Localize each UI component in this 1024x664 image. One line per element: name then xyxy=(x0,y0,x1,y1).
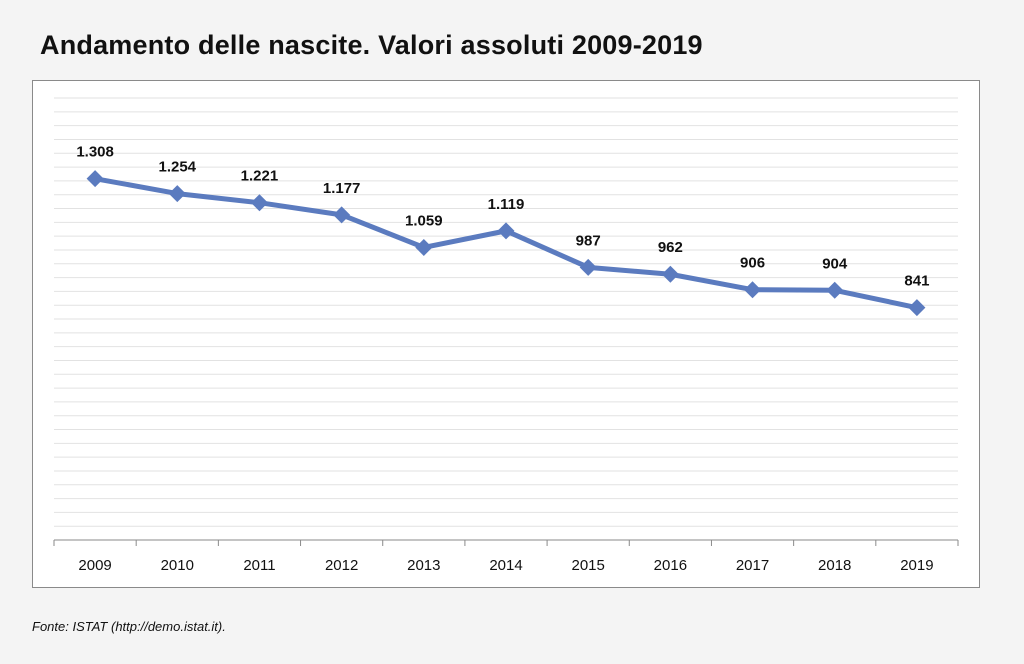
source-note: Fonte: ISTAT (http://demo.istat.it). xyxy=(32,619,226,634)
chart-frame: 1.308 1.254 1.221 1.177 1.059 1.119 987 962 906 9… xyxy=(32,80,980,588)
data-labels: 1.308 1.254 1.221 1.177 1.059 1.119 987 962 906 9… xyxy=(76,144,929,290)
x-tick-label-2009: 2009 xyxy=(78,557,111,574)
data-point-2014 xyxy=(497,222,515,240)
data-point-2017 xyxy=(744,281,762,299)
chart-title: Andamento delle nascite. Valori assoluti… xyxy=(40,30,703,60)
data-point-2011 xyxy=(250,194,268,212)
x-tick-label-2010: 2010 xyxy=(161,557,194,574)
data-label-2011: 1.221 xyxy=(241,168,279,185)
data-point-2012 xyxy=(333,206,351,224)
x-tick-label-2013: 2013 xyxy=(407,557,440,574)
x-tick-label-2017: 2017 xyxy=(736,557,769,574)
data-label-2016: 962 xyxy=(658,239,683,256)
x-tick-label-2011: 2011 xyxy=(243,557,275,574)
data-markers xyxy=(86,170,926,317)
data-point-2018 xyxy=(826,281,844,299)
data-label-2012: 1.177 xyxy=(323,180,361,197)
gridlines xyxy=(54,97,958,527)
x-tick-label-2016: 2016 xyxy=(654,557,687,574)
data-label-2014: 1.119 xyxy=(488,196,525,213)
data-label-2013: 1.059 xyxy=(405,212,443,229)
data-point-2016 xyxy=(661,265,679,283)
data-label-2017: 906 xyxy=(740,255,765,272)
data-label-2015: 987 xyxy=(576,232,601,249)
x-axis xyxy=(53,539,959,546)
data-point-2013 xyxy=(415,238,433,256)
data-label-2010: 1.254 xyxy=(158,159,196,176)
x-tick-labels: 2009 2010 2011 2012 2013 2014 2015 2016 2017 2018… xyxy=(78,557,933,574)
data-point-2015 xyxy=(579,258,597,276)
x-tick-label-2014: 2014 xyxy=(489,557,522,574)
data-label-2019: 841 xyxy=(904,273,929,290)
data-point-2019 xyxy=(908,299,926,317)
x-tick-label-2018: 2018 xyxy=(818,557,851,574)
data-point-2009 xyxy=(86,170,104,188)
data-label-2018: 904 xyxy=(822,255,848,272)
x-tick-label-2015: 2015 xyxy=(571,557,604,574)
data-label-2009: 1.308 xyxy=(76,144,114,161)
x-tick-label-2012: 2012 xyxy=(325,557,358,574)
line-chart: 1.308 1.254 1.221 1.177 1.059 1.119 987 962 906 9… xyxy=(53,97,959,574)
x-tick-label-2019: 2019 xyxy=(900,557,933,574)
data-point-2010 xyxy=(168,185,186,203)
